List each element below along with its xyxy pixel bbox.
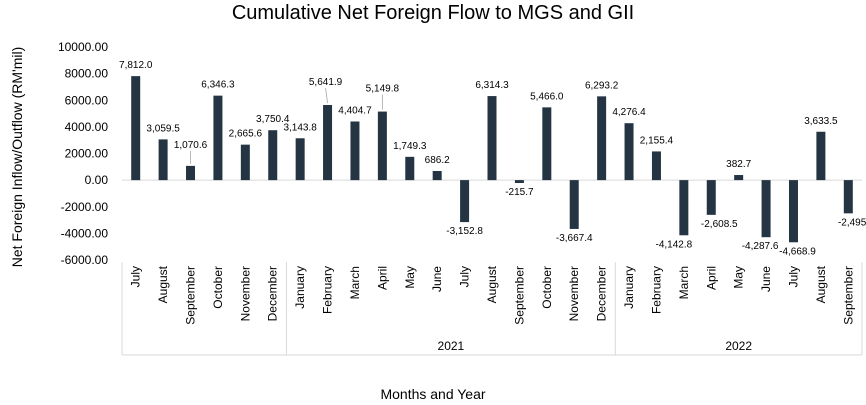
data-label: -4,287.6 bbox=[742, 241, 779, 252]
bar bbox=[569, 180, 579, 229]
bar bbox=[158, 139, 168, 181]
bar bbox=[350, 121, 360, 181]
data-label: 2,155.4 bbox=[640, 135, 674, 146]
bar bbox=[514, 180, 524, 183]
data-label: -2,495.3 bbox=[838, 217, 866, 228]
x-category-label: June bbox=[430, 266, 444, 292]
data-label: -215.7 bbox=[505, 187, 534, 198]
x-category-label: January bbox=[293, 266, 307, 309]
y-tick-label: -4000.00 bbox=[61, 226, 109, 240]
bar bbox=[240, 144, 250, 181]
x-category-label: July bbox=[458, 266, 472, 287]
bar bbox=[213, 95, 223, 181]
data-label: 5,466.0 bbox=[530, 91, 564, 102]
y-tick-label: 4000.00 bbox=[65, 120, 109, 134]
bar bbox=[268, 130, 278, 181]
label-leader-line bbox=[325, 87, 328, 104]
x-category-label: April bbox=[375, 266, 389, 290]
bar bbox=[706, 180, 716, 215]
year-label: 2021 bbox=[438, 339, 465, 353]
bar bbox=[323, 105, 333, 181]
bar bbox=[377, 111, 387, 181]
bar bbox=[487, 96, 497, 181]
data-label: -4,668.9 bbox=[779, 246, 816, 257]
chart-title: Cumulative Net Foreign Flow to MGS and G… bbox=[231, 2, 635, 24]
y-tick-label: 8000.00 bbox=[65, 67, 109, 81]
data-label: 3,633.5 bbox=[804, 116, 838, 127]
x-category-label: April bbox=[704, 266, 718, 290]
data-label: 6,314.3 bbox=[475, 80, 509, 91]
y-tick-label: 10000.00 bbox=[58, 40, 108, 54]
x-category-label: February bbox=[321, 266, 335, 314]
y-tick-label: -2000.00 bbox=[61, 200, 109, 214]
year-label: 2022 bbox=[725, 339, 752, 353]
bar bbox=[186, 165, 196, 181]
data-label: 3,059.5 bbox=[146, 123, 180, 134]
data-label: 7,812.0 bbox=[119, 60, 153, 71]
bar bbox=[816, 131, 826, 181]
data-label: 3,143.8 bbox=[283, 122, 317, 133]
bar bbox=[734, 175, 744, 181]
x-category-label: July bbox=[786, 266, 800, 287]
x-category-label: June bbox=[759, 266, 773, 292]
x-category-label: November bbox=[567, 266, 581, 321]
y-tick-label: -6000.00 bbox=[61, 253, 109, 267]
x-category-label: August bbox=[485, 265, 499, 303]
x-category-label: December bbox=[266, 266, 280, 321]
x-category-label: February bbox=[649, 266, 663, 314]
bar bbox=[542, 107, 552, 181]
data-label: -3,152.8 bbox=[446, 226, 483, 237]
x-category-label: July bbox=[129, 266, 143, 287]
data-label: 4,276.4 bbox=[612, 107, 646, 118]
bar bbox=[432, 170, 442, 181]
data-label: 6,346.3 bbox=[201, 80, 235, 91]
data-label: -2,608.5 bbox=[701, 219, 738, 230]
data-label: 5,149.8 bbox=[366, 84, 400, 95]
bar bbox=[295, 138, 305, 181]
x-category-label: September bbox=[184, 266, 198, 325]
x-axis-title: Months and Year bbox=[380, 386, 486, 402]
x-category-label: March bbox=[677, 266, 691, 299]
x-category-label: March bbox=[348, 266, 362, 299]
data-label: 6,293.2 bbox=[585, 80, 619, 91]
x-category-label: August bbox=[814, 265, 828, 303]
x-category-label: November bbox=[238, 266, 252, 321]
data-label: 382.7 bbox=[726, 159, 751, 170]
y-tick-label: 2000.00 bbox=[65, 147, 109, 161]
x-category-label: May bbox=[403, 266, 417, 289]
bar bbox=[679, 180, 689, 236]
x-category-label: January bbox=[622, 266, 636, 309]
bar bbox=[651, 151, 661, 181]
x-category-label: May bbox=[732, 266, 746, 289]
data-label: 4,404.7 bbox=[338, 105, 372, 116]
x-category-label: September bbox=[512, 266, 526, 325]
bar bbox=[405, 156, 415, 181]
data-label: 5,641.9 bbox=[309, 77, 343, 88]
y-tick-label: 0.00 bbox=[85, 173, 109, 187]
bar bbox=[131, 76, 141, 181]
bar bbox=[597, 96, 607, 181]
x-category-label: August bbox=[156, 265, 170, 303]
x-category-label: September bbox=[841, 266, 855, 325]
x-category-label: October bbox=[211, 266, 225, 309]
x-category-label: December bbox=[595, 266, 609, 321]
y-tick-label: 6000.00 bbox=[65, 93, 109, 107]
bar bbox=[843, 180, 853, 214]
bar bbox=[761, 180, 771, 238]
bar bbox=[788, 180, 798, 243]
bar bbox=[460, 180, 470, 223]
data-label: -3,667.4 bbox=[556, 233, 593, 244]
bar bbox=[624, 123, 634, 181]
data-label: 1,070.6 bbox=[174, 140, 208, 151]
data-label: -4,142.8 bbox=[656, 239, 693, 250]
data-label: 686.2 bbox=[425, 155, 450, 166]
x-category-label: October bbox=[540, 266, 554, 309]
data-label: 2,665.6 bbox=[229, 129, 263, 140]
data-label: 3,750.4 bbox=[256, 114, 290, 125]
data-label: 1,749.3 bbox=[393, 141, 427, 152]
